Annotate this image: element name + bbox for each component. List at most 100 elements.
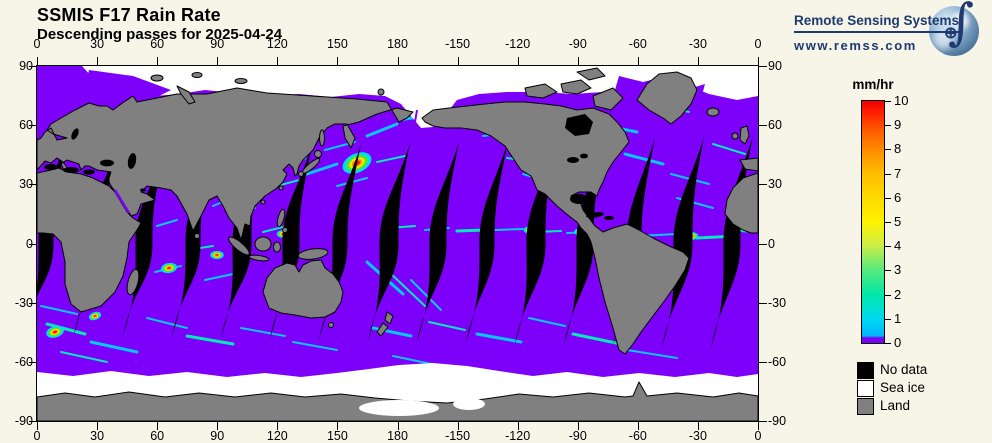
lat-tick-label-left: 30 <box>19 177 33 192</box>
lat-tick-right <box>759 243 767 245</box>
colorbar-tick-label: 9 <box>894 117 902 133</box>
mediterranean-east <box>83 169 95 175</box>
antarctic-ice-patch <box>453 398 485 410</box>
colorbar-tick <box>885 318 891 320</box>
rain-streak <box>623 152 665 166</box>
lat-tick-left <box>29 66 37 67</box>
landmass-iceland <box>706 107 720 117</box>
lat-tick-right <box>759 302 767 304</box>
persian-gulf <box>140 188 146 192</box>
legend-label-2: Land <box>880 398 911 413</box>
lon-tick-bottom <box>397 422 399 430</box>
lat-tick-left <box>29 421 37 422</box>
no-data-swath <box>662 137 704 347</box>
lon-tick-label-bottom: 0 <box>754 429 762 443</box>
colorbar-tick-label: 5 <box>894 214 902 229</box>
landmass-madagascar <box>126 268 140 296</box>
lon-tick-top <box>217 57 219 65</box>
no-data-swath <box>466 141 508 343</box>
rain-streak <box>185 334 235 346</box>
colorbar-tick <box>885 149 891 151</box>
landmass-west-africa-wrap <box>724 172 758 234</box>
remss-logo-text: Remote Sensing Systems <box>794 13 960 33</box>
colorbar-unit-label: mm/hr <box>852 77 894 92</box>
lat-tick-right <box>759 184 767 186</box>
landmass-uk <box>739 125 750 145</box>
colorbar-tick-label: 6 <box>894 189 902 205</box>
colorbar <box>861 100 885 344</box>
lon-tick-label-bottom: -60 <box>628 429 647 443</box>
lat-tick-label-right: -90 <box>768 414 787 428</box>
lon-tick-label-bottom: 120 <box>266 429 288 443</box>
landmass-new-zealand-south <box>376 322 389 337</box>
landmass-eurasia <box>37 87 414 241</box>
landmass-australia <box>262 259 344 319</box>
caspian-sea <box>127 153 137 169</box>
rain-streak <box>156 219 178 227</box>
lon-tick-bottom <box>457 422 459 430</box>
landmass-japan-kyushu <box>298 171 304 177</box>
lon-tick-label-top: 0 <box>33 37 41 51</box>
colorbar-tick-label: 4 <box>894 238 902 254</box>
lon-tick-label-top: 120 <box>266 37 288 51</box>
lat-tick-label-left: -60 <box>14 354 33 369</box>
colorbar-tick <box>885 294 891 296</box>
red-sea <box>113 189 131 214</box>
inland-no-data-layer <box>44 109 614 220</box>
no-data-swath <box>368 143 410 341</box>
rain-streak <box>305 162 339 176</box>
lon-tick-bottom <box>637 422 639 430</box>
colorbar-tick <box>885 125 891 127</box>
rain-hotspot <box>46 326 64 338</box>
colorbar-tick-label: 1 <box>894 310 902 326</box>
lon-tick-bottom <box>157 422 159 430</box>
rain-streak <box>89 340 139 354</box>
lon-tick-bottom <box>37 422 38 430</box>
lat-tick-label-right: 90 <box>768 59 782 73</box>
lon-tick-bottom <box>277 422 279 430</box>
world-map-frame <box>36 65 759 422</box>
lon-tick-label-bottom: 180 <box>387 429 408 443</box>
colorbar-tick-label: 0 <box>894 335 902 350</box>
gulf-of-mexico-no-data <box>570 194 588 204</box>
rain-streak <box>262 225 288 233</box>
lat-tick-left <box>29 361 37 363</box>
caribbean-no-data <box>586 212 604 218</box>
lat-tick-label-right: 0 <box>768 236 775 251</box>
colorbar-tick-label: 3 <box>894 262 902 278</box>
mediterranean-west <box>44 164 58 170</box>
rain-streak <box>475 332 523 344</box>
lat-tick-right <box>759 361 767 363</box>
great-lakes <box>567 157 579 163</box>
lon-tick-top <box>577 57 579 65</box>
mediterranean-central <box>63 167 79 173</box>
page-title: SSMIS F17 Rain Rate <box>37 5 221 25</box>
caribbean-no-data-east <box>604 216 614 220</box>
landmass-tasmania <box>328 322 334 328</box>
no-data-swath <box>123 148 165 336</box>
landmass-ireland <box>731 132 739 140</box>
lon-tick-top <box>457 57 459 65</box>
rain-streak <box>146 317 188 329</box>
integral-icon: ∫ <box>948 0 975 51</box>
barents-open-water <box>87 70 171 99</box>
colorbar-tick <box>885 173 891 175</box>
remss-url-link[interactable]: www.remss.com <box>794 38 917 53</box>
landmass-ellesmere <box>576 67 606 81</box>
lon-tick-label-top: 90 <box>210 37 225 51</box>
lon-tick-top <box>37 57 38 65</box>
no-data-swath <box>417 142 459 342</box>
baltic-sea <box>71 128 79 140</box>
lon-tick-top <box>637 57 639 65</box>
landmass-sumatra <box>228 236 250 256</box>
lon-tick-bottom <box>697 422 699 430</box>
lat-tick-label-right: 60 <box>768 118 782 133</box>
lon-tick-label-bottom: 0 <box>33 429 41 443</box>
landmass-mindanao <box>282 227 288 233</box>
landmass-greenland <box>636 71 698 125</box>
landmass-novaya-zemlya <box>176 85 196 105</box>
lat-tick-label-left: -90 <box>14 414 33 428</box>
lon-tick-label-top: -120 <box>505 37 531 51</box>
lon-tick-top <box>337 57 339 65</box>
